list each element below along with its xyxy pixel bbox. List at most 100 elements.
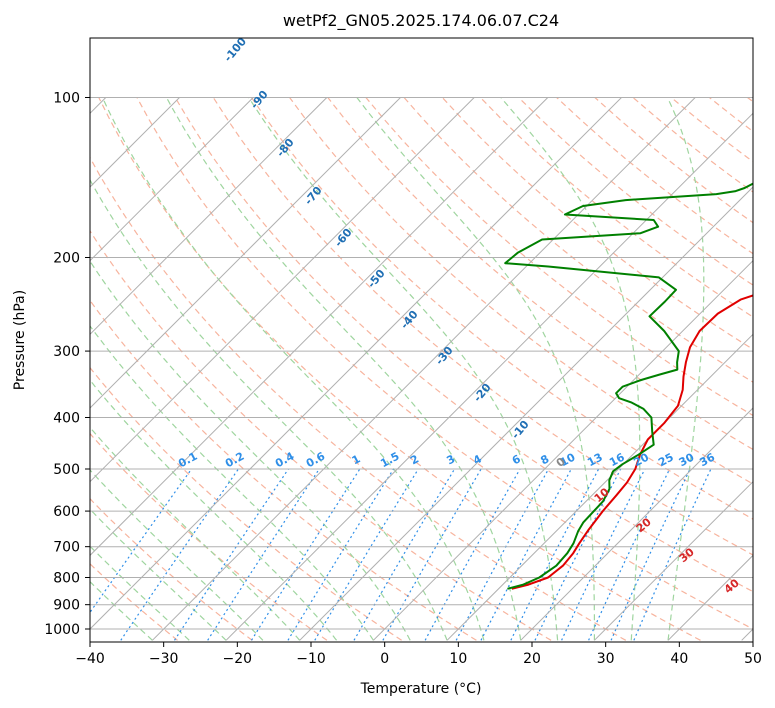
mixing-ratio-label: 10: [558, 450, 578, 469]
dry-adiabat-line: [174, 97, 753, 593]
mixing-ratio-label: 1.5: [378, 450, 401, 471]
mixing-ratio-line: [120, 468, 239, 641]
plot-area: [90, 97, 753, 641]
dry-adiabat-line: [632, 97, 753, 193]
x-tick-label: 40: [670, 651, 688, 667]
mixing-ratio-label: 0.6: [304, 449, 328, 470]
dry-adiabat-line: [709, 97, 753, 133]
mixing-ratio-label: 0.1: [176, 450, 199, 471]
dry-adiabat-label: -90: [248, 88, 271, 112]
mixing-ratio-line: [610, 468, 691, 641]
mixing-ratio-line: [633, 468, 712, 641]
y-axis-label: Pressure (hPa): [12, 290, 28, 390]
dry-adiabat-line: [365, 97, 753, 417]
isotherm-line: [152, 97, 696, 641]
dry-adiabat-label: -10: [509, 418, 532, 442]
moist-adiabat-line: [500, 97, 641, 641]
y-tick-label: 100: [53, 90, 80, 106]
x-tick-label: 0: [380, 651, 389, 667]
mixing-ratio-line: [250, 468, 361, 641]
isotherm-line: [90, 97, 254, 262]
x-tick-label: 50: [744, 651, 762, 667]
mixing-ratio-label: 20: [631, 450, 651, 469]
y-tick-label: 200: [53, 250, 80, 266]
dry-adiabat-line: [90, 366, 402, 641]
dry-adiabat-label: -30: [433, 344, 456, 368]
y-tick-label: 600: [53, 504, 80, 520]
dry-adiabat-label: -20: [471, 381, 494, 405]
mixing-ratio-line: [480, 468, 572, 641]
dry-adiabat-line: [403, 97, 753, 383]
moist-adiabat-line: [90, 580, 153, 641]
isotherm-line: [90, 97, 475, 483]
isotherm-line: [520, 407, 753, 641]
mixing-ratio-line: [174, 468, 289, 641]
dry-adiabat-line: [90, 497, 253, 641]
moist-adiabat-line: [248, 97, 559, 641]
background-lines: [90, 97, 753, 641]
x-axis-ticks: −40 −30 −20 −10 0 10 20 30 40 50: [75, 642, 762, 667]
moist-adiabat-line: [90, 260, 411, 641]
isotherm-line: [90, 97, 328, 336]
mixing-ratio-line: [287, 468, 395, 641]
isotherm-line: [373, 259, 753, 641]
moist-adiabat-line: [90, 545, 190, 641]
dry-adiabat-line: [212, 97, 753, 556]
x-tick-label: 10: [449, 651, 467, 667]
moist-adiabat-line: [90, 508, 227, 641]
chart-title: wetPf2_GN05.2025.174.06.07.C24: [283, 11, 559, 31]
mixing-ratio-label: 30: [677, 450, 697, 469]
mixing-ratio-label: 6: [510, 452, 523, 467]
x-tick-label: −30: [149, 651, 179, 667]
mixing-ratio-line: [588, 468, 671, 641]
moist-adiabat-label: 20: [634, 515, 654, 535]
y-tick-label: 800: [53, 570, 80, 586]
moist-adiabat-label: 40: [722, 576, 742, 596]
grid-lines: [90, 97, 753, 641]
mixing-ratio-label: 0.4: [273, 449, 297, 470]
moist-adiabat-line: [90, 469, 264, 641]
isotherm-line: [741, 628, 753, 641]
mixing-ratio-line: [90, 468, 192, 614]
moist-adiabat-line: [101, 97, 485, 641]
series-lines: [504, 182, 753, 590]
mixing-ratio-label: 25: [656, 451, 676, 470]
x-tick-label: −20: [223, 651, 253, 667]
y-tick-label: 400: [53, 410, 80, 426]
isotherm-line: [446, 333, 753, 641]
moist-adiabat-line: [90, 178, 448, 641]
x-axis-label: Temperature (°C): [360, 681, 482, 697]
y-tick-label: 500: [53, 462, 80, 478]
dry-adiabat-line: [556, 97, 753, 255]
dry-adiabat-label: -100: [221, 35, 249, 65]
dry-adiabat-label: -40: [398, 308, 421, 332]
dry-adiabat-line: [98, 97, 701, 641]
mixing-ratio-line: [207, 468, 320, 641]
dry-adiabat-line: [327, 97, 753, 451]
dry-adiabat-line: [90, 156, 627, 641]
temperature-profile-line: [511, 294, 753, 590]
dry-adiabat-line: [747, 97, 753, 103]
dry-adiabat-label: -50: [365, 267, 388, 291]
y-tick-label: 900: [53, 598, 80, 614]
isotherm-line: [225, 112, 753, 641]
mixing-ratio-label: 36: [697, 450, 717, 469]
y-axis-ticks: 1000 900 800 700 600 500 400 300 200 100: [44, 90, 90, 638]
x-tick-label: −40: [75, 651, 105, 667]
mixing-ratio-label: 13: [585, 451, 605, 470]
moist-adiabat-line: [666, 97, 705, 641]
dry-adiabat-line: [90, 229, 552, 641]
mixing-ratio-label: 4: [471, 452, 484, 467]
dry-adiabat-label: -60: [332, 226, 355, 250]
mixing-ratio-line: [382, 468, 482, 641]
dry-adiabat-line: [90, 432, 328, 641]
isotherm-line: [90, 97, 401, 409]
mixing-ratio-line: [353, 468, 456, 641]
y-tick-label: 300: [53, 344, 80, 360]
moist-adiabat-line: [90, 379, 338, 641]
mixing-ratio-label: 1: [350, 452, 363, 467]
moist-adiabat-line: [90, 426, 301, 641]
isotherm-line: [299, 186, 753, 641]
x-tick-label: 20: [523, 651, 541, 667]
